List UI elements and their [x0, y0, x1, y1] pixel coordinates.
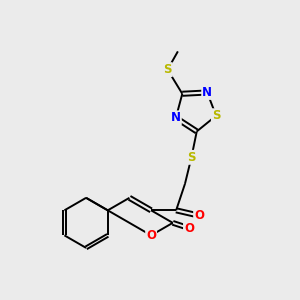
Text: S: S	[187, 151, 196, 164]
Text: S: S	[212, 109, 220, 122]
Text: O: O	[146, 229, 156, 242]
Text: O: O	[194, 209, 204, 222]
Text: O: O	[184, 222, 194, 235]
Text: N: N	[171, 111, 181, 124]
Text: S: S	[163, 63, 172, 76]
Text: N: N	[202, 86, 212, 99]
